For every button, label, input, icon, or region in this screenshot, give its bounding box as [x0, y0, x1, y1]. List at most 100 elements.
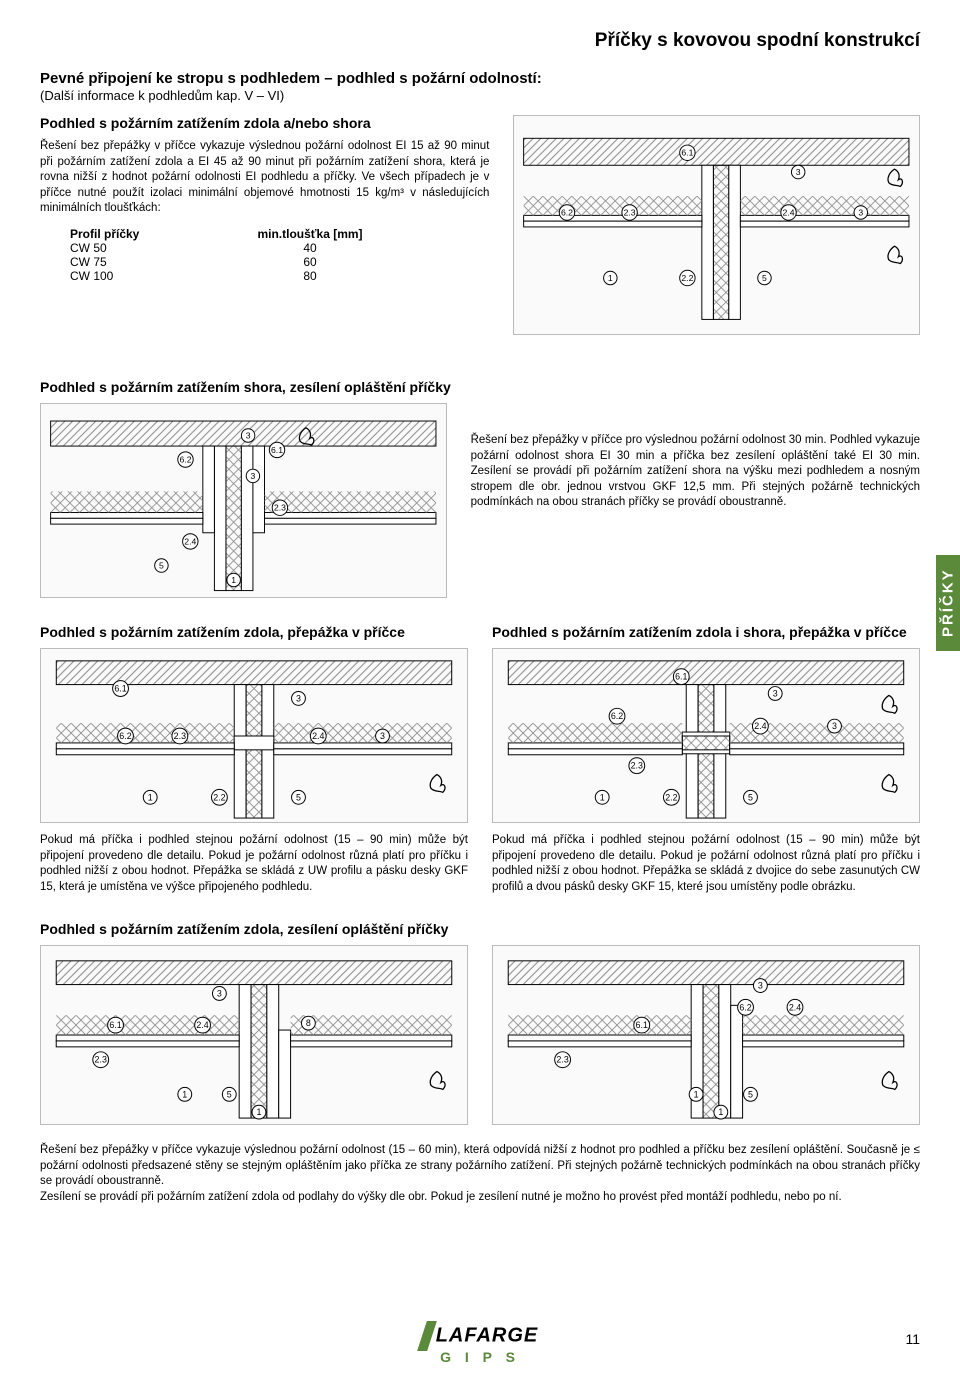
callout: 2.3: [93, 1052, 109, 1068]
callout: 3: [212, 987, 226, 1001]
svg-text:6.2: 6.2: [739, 1002, 751, 1012]
callout: 5: [222, 1087, 236, 1101]
svg-text:2.4: 2.4: [196, 1020, 208, 1030]
svg-text:2.4: 2.4: [783, 207, 795, 217]
svg-text:3: 3: [832, 721, 837, 731]
callout: 1: [595, 790, 609, 804]
section3-body: Pokud má příčka i podhled stejnou požárn…: [40, 833, 468, 895]
svg-text:5: 5: [748, 1089, 753, 1099]
callout: 3: [376, 729, 390, 743]
table-header-profile: Profil příčky: [70, 227, 250, 241]
section3-diagram: 6.1 3 6.2 2.3 2.4 3 1 2.2 5: [40, 648, 468, 823]
section1-table: Profil příčky min.tloušťka [mm] CW 50 40…: [70, 227, 489, 283]
svg-text:1: 1: [182, 1089, 187, 1099]
svg-text:6.2: 6.2: [561, 207, 573, 217]
section1-diagram: 6.1 3 6.2 2.3 2.4 3 1 2.2 5: [513, 115, 920, 335]
callout: 1: [143, 790, 157, 804]
svg-text:8: 8: [306, 1018, 311, 1028]
svg-text:2.2: 2.2: [665, 792, 677, 802]
svg-text:2.4: 2.4: [312, 731, 324, 741]
callout: 8: [301, 1016, 315, 1030]
callout: 3: [828, 719, 842, 733]
svg-text:6.1: 6.1: [682, 148, 694, 158]
svg-text:3: 3: [296, 693, 301, 703]
svg-text:5: 5: [762, 273, 767, 283]
svg-text:3: 3: [246, 430, 251, 440]
callout: 3: [792, 165, 805, 178]
svg-text:6.1: 6.1: [114, 684, 126, 694]
table-row: CW 75 60: [70, 255, 489, 269]
svg-text:6.2: 6.2: [611, 711, 623, 721]
svg-text:5: 5: [227, 1089, 232, 1099]
callout: 1: [604, 271, 617, 284]
section5-title: Podhled s požárním zatížením zdola, zesí…: [40, 921, 920, 937]
lafarge-logo: LAFARGE G I P S: [422, 1321, 539, 1365]
callout: 6.1: [113, 681, 129, 697]
svg-text:2.3: 2.3: [556, 1055, 568, 1065]
svg-text:2.4: 2.4: [789, 1002, 801, 1012]
table-header-thickness: min.tloušťka [mm]: [250, 227, 370, 241]
callout: 1: [252, 1105, 266, 1119]
main-heading: Pevné připojení ke stropu s podhledem – …: [40, 70, 920, 87]
callout: 5: [744, 1087, 758, 1101]
svg-text:5: 5: [159, 561, 164, 571]
callout: 6.1: [269, 442, 284, 457]
svg-text:2.3: 2.3: [631, 761, 643, 771]
callout: 2.4: [183, 534, 198, 549]
svg-text:1: 1: [718, 1107, 723, 1117]
callout: 6.2: [560, 205, 575, 220]
callout: 6.2: [609, 708, 625, 724]
callout: 2.4: [787, 999, 803, 1015]
section2-diagram: 3 6.1 6.2 3 2.3 2.4 5 1: [40, 403, 447, 598]
svg-text:3: 3: [380, 731, 385, 741]
section4-diagram: 6.1 3 6.2 2.4 3 2.3 1 2.2 5: [492, 648, 920, 823]
svg-text:1: 1: [608, 273, 613, 283]
svg-text:3: 3: [251, 471, 256, 481]
svg-text:3: 3: [217, 989, 222, 999]
callout: 5: [155, 559, 168, 572]
callout: 6.1: [634, 1017, 650, 1033]
table-row: CW 100 80: [70, 269, 489, 283]
svg-text:1: 1: [231, 575, 236, 585]
svg-text:6.1: 6.1: [675, 672, 687, 682]
callout: 3: [241, 429, 254, 442]
callout: 2.3: [555, 1052, 571, 1068]
svg-text:1: 1: [600, 792, 605, 802]
callout: 1: [689, 1087, 703, 1101]
main-heading-sub: (Další informace k podhledům kap. V – VI…: [40, 88, 920, 103]
section1-body: Řešení bez přepážky v příčce vykazuje vý…: [40, 139, 489, 217]
svg-text:6.1: 6.1: [109, 1020, 121, 1030]
callout: 2.2: [663, 789, 679, 805]
section2-body: Řešení bez přepážky v příčce pro výsledn…: [471, 433, 920, 511]
callout: 3: [292, 692, 306, 706]
svg-text:3: 3: [773, 688, 778, 698]
section5-body: Řešení bez přepážky v příčce vykazuje vý…: [40, 1143, 920, 1205]
section5-diagram-b: 3 6.2 2.4 6.1 2.3 1 5 1: [492, 945, 920, 1125]
callout: 3: [246, 469, 259, 482]
callout: 5: [292, 790, 306, 804]
svg-text:2.2: 2.2: [682, 273, 694, 283]
svg-text:2.3: 2.3: [624, 207, 636, 217]
callout: 1: [714, 1105, 728, 1119]
svg-text:2.3: 2.3: [274, 503, 286, 513]
svg-text:6.2: 6.2: [179, 455, 191, 465]
callout: 6.2: [738, 999, 754, 1015]
svg-text:6.1: 6.1: [636, 1020, 648, 1030]
svg-text:3: 3: [796, 167, 801, 177]
callout: 2.3: [272, 500, 287, 515]
svg-text:3: 3: [859, 207, 864, 217]
svg-text:2.4: 2.4: [184, 536, 196, 546]
section1-title: Podhled s požárním zatížením zdola a/neb…: [40, 115, 489, 131]
svg-text:1: 1: [148, 792, 153, 802]
svg-text:1: 1: [256, 1107, 261, 1117]
callout: 2.2: [680, 270, 695, 285]
svg-text:6.2: 6.2: [119, 731, 131, 741]
callout: 6.1: [673, 669, 689, 685]
table-row: CW 50 40: [70, 241, 489, 255]
page-footer: LAFARGE G I P S: [0, 1305, 960, 1365]
svg-text:2.3: 2.3: [174, 731, 186, 741]
callout: 6.1: [680, 145, 695, 160]
callout: 2.4: [310, 728, 326, 744]
callout: 5: [744, 790, 758, 804]
callout: 2.2: [211, 789, 227, 805]
